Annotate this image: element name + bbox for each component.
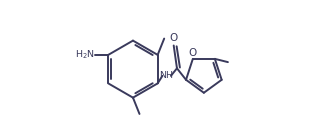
Text: NH: NH bbox=[160, 71, 173, 80]
Text: H$_2$N: H$_2$N bbox=[75, 49, 94, 61]
Text: O: O bbox=[189, 48, 197, 58]
Text: O: O bbox=[170, 33, 178, 43]
